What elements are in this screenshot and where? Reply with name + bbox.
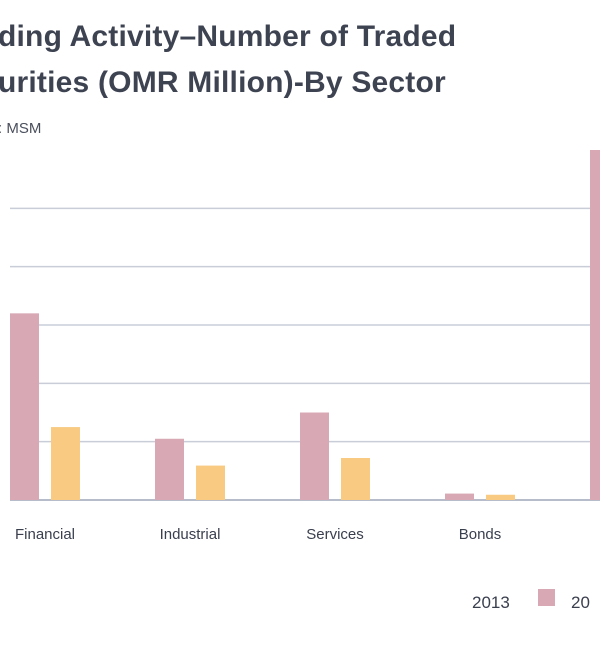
legend-swatch-2013: [538, 589, 555, 606]
x-tick-labels: Financial Industrial Services Bonds: [15, 526, 501, 543]
source-label: : MSM: [0, 120, 42, 137]
x-tick-label: Industrial: [160, 526, 221, 543]
bar-series-0-cat-1: [155, 438, 184, 500]
x-tick-label: Bonds: [459, 526, 502, 543]
chart-title-line-2: urities (OMR Million)-By Sector: [0, 66, 446, 99]
legend-label-2013: 2013: [472, 593, 510, 612]
bar-series-1-cat-2: [341, 458, 370, 500]
bar-series-1-cat-1: [196, 465, 225, 500]
x-tick-label: Services: [306, 526, 364, 543]
bar-series-0-cat-0: [10, 313, 39, 500]
chart-title-line-1: ding Activity–Number of Traded: [0, 20, 457, 53]
bar-series-1-cat-3: [486, 494, 515, 500]
legend-label-20: 20: [571, 593, 590, 612]
bar-series-0-cat-2: [300, 412, 329, 500]
bar-series-0-cat-4: [590, 150, 600, 500]
legend: 2013 20: [472, 589, 590, 612]
bar-series-0-cat-3: [445, 493, 474, 500]
x-tick-label: Financial: [15, 526, 75, 543]
bars-layer: [10, 150, 600, 500]
bar-series-1-cat-0: [51, 427, 80, 500]
